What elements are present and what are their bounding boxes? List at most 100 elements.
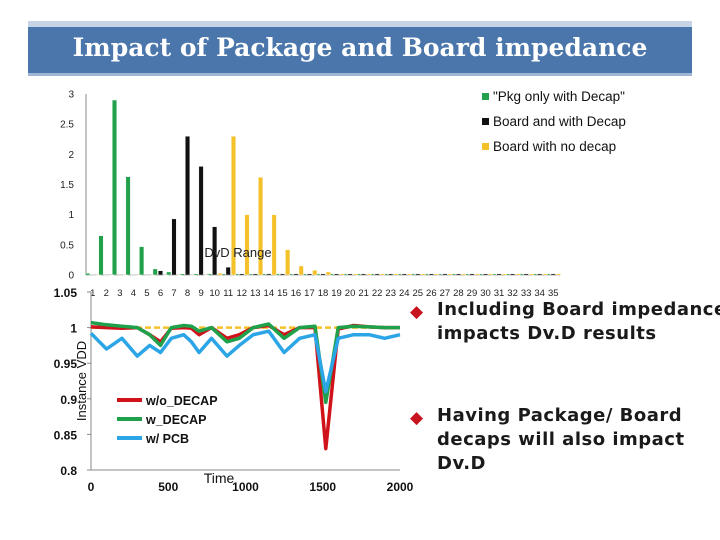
- bar-legend-swatch: [482, 143, 489, 150]
- diamond-bullet-icon: ◆: [410, 302, 424, 322]
- bar: [298, 265, 304, 276]
- bar: [171, 218, 177, 276]
- slide-title: Impact of Package and Board impedance: [72, 33, 648, 62]
- bar: [98, 235, 104, 276]
- bar: [347, 273, 353, 276]
- line-y-tick-label: 0.95: [54, 357, 78, 371]
- bar: [266, 273, 272, 276]
- bar-legend-label: Board with no decap: [493, 139, 616, 154]
- bar-x-tick-label: 8: [185, 288, 190, 299]
- bar: [483, 273, 488, 276]
- bar-y-tick-label: 3: [68, 90, 74, 101]
- bar: [193, 273, 199, 276]
- line-x-tick-label: 2000: [387, 480, 414, 494]
- bar: [112, 99, 118, 276]
- bar: [339, 273, 345, 276]
- bar: [271, 214, 277, 276]
- bar: [461, 273, 467, 276]
- bar-x-tick-label: 17: [304, 288, 315, 299]
- bar: [293, 273, 299, 276]
- bar: [407, 273, 413, 276]
- line-legend-label: w/o_DECAP: [145, 394, 218, 408]
- bar-x-tick-label: 15: [277, 288, 288, 299]
- bar: [152, 268, 158, 276]
- line-x-tick-label: 1000: [232, 480, 259, 494]
- line-x-axis-label: Time: [204, 470, 235, 486]
- bar: [542, 273, 548, 276]
- bar-y-tick-label: 1: [68, 210, 74, 221]
- title-bar-accent: [28, 21, 692, 27]
- line-y-tick-label: 1: [70, 322, 77, 336]
- bar: [550, 273, 556, 276]
- line-x-tick-label: 500: [158, 480, 178, 494]
- bar-x-tick-label: 28: [453, 288, 464, 299]
- bar: [166, 271, 172, 276]
- bar-x-tick-label: 6: [158, 288, 163, 299]
- bar: [176, 274, 182, 276]
- bar: [393, 273, 399, 276]
- bar-x-tick-label: 32: [507, 288, 518, 299]
- bar-x-tick-label: 18: [318, 288, 329, 299]
- line-y-tick-label: 1.05: [54, 286, 78, 300]
- bar: [163, 274, 169, 276]
- bar: [125, 176, 131, 276]
- bullet-1-text: Including Board impedance impacts Dv.D r…: [437, 299, 720, 344]
- bar: [90, 274, 96, 276]
- bar-x-tick-label: 35: [548, 288, 559, 299]
- bar: [109, 274, 115, 276]
- line-legend-label: w/ PCB: [145, 432, 189, 446]
- bar-x-tick-label: 21: [358, 288, 369, 299]
- bar-x-tick-label: 24: [399, 288, 410, 299]
- bar: [203, 274, 209, 276]
- bar-x-tick-label: 13: [250, 288, 261, 299]
- bar-x-tick-label: 14: [264, 288, 275, 299]
- line-series: [90, 320, 400, 405]
- bar: [447, 273, 453, 276]
- bar: [442, 273, 448, 276]
- bar: [185, 136, 191, 276]
- bar: [279, 273, 285, 276]
- bar-x-tick-label: 12: [236, 288, 247, 299]
- dvd-range-annotation: DvD Range: [204, 245, 271, 260]
- bar: [556, 273, 561, 276]
- bar: [374, 273, 380, 276]
- bar: [179, 273, 185, 276]
- bar-x-tick-label: 34: [534, 288, 545, 299]
- bar-y-tick-label: 2.5: [60, 120, 74, 131]
- bar: [239, 273, 245, 276]
- line-y-tick-label: 0.85: [54, 428, 78, 442]
- bar: [136, 274, 142, 276]
- bar: [130, 274, 136, 276]
- bar-x-tick-label: 9: [198, 288, 203, 299]
- line-y-tick-label: 0.8: [60, 464, 77, 478]
- diamond-bullet-icon: ◆: [410, 408, 424, 428]
- bar-x-tick-label: 29: [467, 288, 478, 299]
- bar-x-tick-label: 10: [209, 288, 220, 299]
- bar: [206, 273, 212, 276]
- line-y-tick-label: 0.9: [60, 393, 77, 407]
- line-series: [89, 329, 401, 394]
- bar-legend-label: "Pkg only with Decap": [493, 89, 625, 104]
- bar: [190, 274, 196, 276]
- bar-x-tick-label: 3: [117, 288, 122, 299]
- bar: [420, 273, 426, 276]
- bar: [537, 273, 543, 276]
- bar: [198, 166, 204, 276]
- bar-x-tick-label: 1: [90, 288, 95, 299]
- bar: [307, 273, 312, 276]
- bar: [401, 273, 407, 276]
- bar: [158, 270, 163, 276]
- bar-x-tick-label: 2: [104, 288, 109, 299]
- bar: [258, 177, 264, 276]
- bar: [361, 273, 367, 276]
- bar: [117, 274, 123, 276]
- bar-legend-swatch: [482, 118, 489, 125]
- bar: [320, 273, 326, 276]
- bar: [139, 246, 145, 276]
- bar: [510, 273, 516, 276]
- bar: [434, 273, 440, 276]
- bar: [428, 273, 434, 276]
- bar: [469, 273, 475, 276]
- line-x-tick-label: 0: [88, 480, 95, 494]
- bar-x-tick-label: 16: [291, 288, 302, 299]
